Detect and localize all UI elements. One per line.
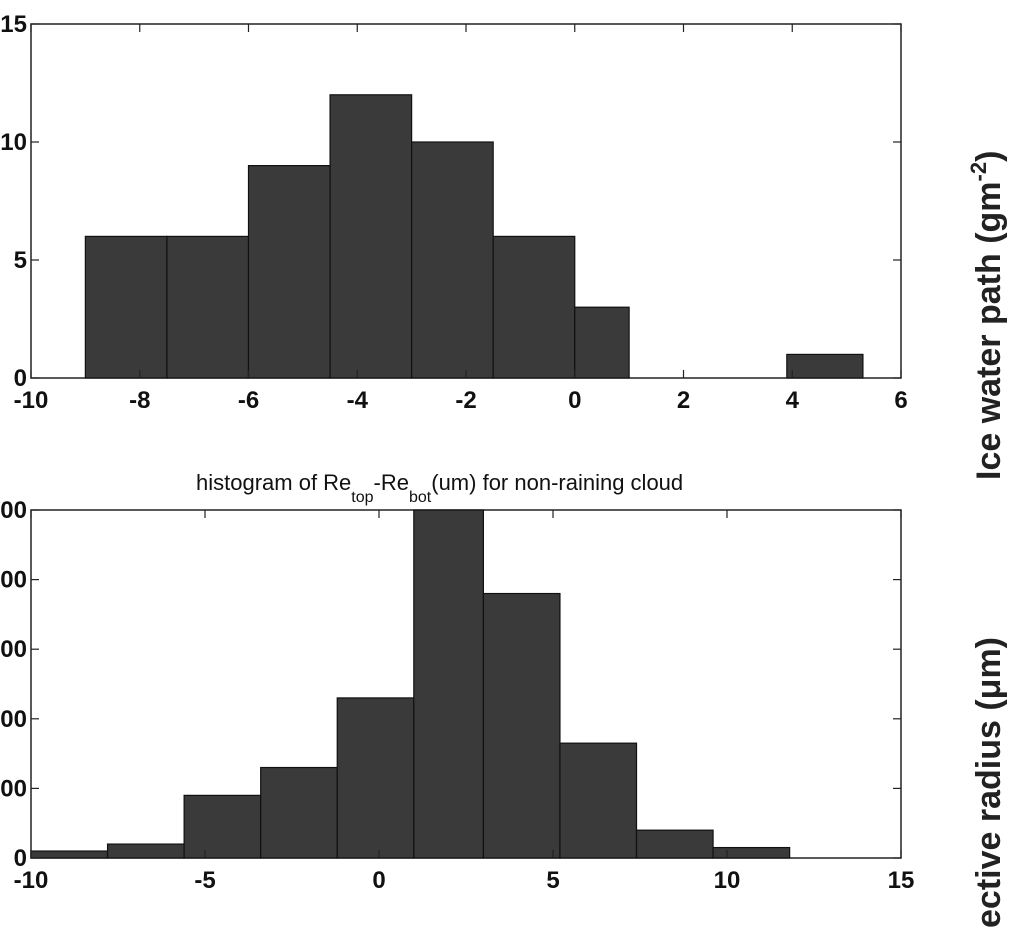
x-tick-label: -6: [238, 387, 259, 414]
x-tick-label: -10: [14, 867, 49, 894]
x-tick-label: 2: [677, 387, 690, 414]
histogram-bar: [247, 165, 331, 379]
histogram-bar: [183, 794, 262, 859]
histogram-bar: [106, 843, 185, 859]
x-tick-label: 5: [546, 867, 559, 894]
y-tick-label: 00: [0, 775, 27, 802]
histogram-bar: [336, 697, 415, 859]
side-label-effective-radius: ective radius (μm): [970, 637, 1008, 928]
histogram-bar: [329, 94, 413, 379]
histogram-bar: [411, 141, 494, 379]
histogram-bar: [712, 846, 791, 859]
y-tick-label: 0: [14, 365, 27, 392]
histogram-bar: [635, 829, 714, 859]
y-tick-label: 10: [0, 129, 27, 156]
x-tick-label: 0: [372, 867, 385, 894]
x-tick-label: -2: [455, 387, 476, 414]
histogram-bar: [260, 766, 338, 859]
histogram-bar: [84, 235, 168, 379]
y-tick-label: 0: [14, 845, 27, 872]
y-tick-label: 00: [0, 706, 27, 733]
x-tick-label: -10: [14, 387, 49, 414]
histogram-bar: [574, 306, 630, 379]
histogram-bar: [492, 235, 576, 379]
y-tick-label: 00: [0, 636, 27, 663]
histogram-bar: [559, 742, 638, 859]
bottom-histogram: histogram of Retop-Rebot(um) for non-rai…: [0, 470, 914, 894]
x-tick-label: 15: [888, 867, 915, 894]
x-tick-label: 0: [568, 387, 581, 414]
histogram-bar: [30, 850, 109, 859]
histogram-bar: [786, 353, 864, 379]
y-tick-label: 15: [0, 11, 27, 38]
x-tick-label: -8: [129, 387, 150, 414]
y-tick-label: 5: [14, 247, 27, 274]
x-tick-label: 4: [786, 387, 800, 414]
x-tick-label: -4: [347, 387, 369, 414]
side-label-ice-water-path: Ice water path (gm-2): [966, 151, 1008, 480]
y-tick-label: 00: [0, 567, 27, 594]
top-histogram: -10 -8 -6 -4 -2 0 2 4 6 0 5 10 15: [0, 11, 907, 414]
histogram-bar: [166, 235, 250, 379]
x-tick-label: 6: [894, 387, 907, 414]
histogram-bar: [413, 509, 484, 859]
x-tick-label: 10: [714, 867, 741, 894]
bottom-plot-title: histogram of Retop-Rebot(um) for non-rai…: [196, 470, 683, 506]
x-tick-label: -5: [194, 867, 215, 894]
y-tick-label: 00: [0, 497, 27, 524]
histogram-bar: [482, 592, 561, 859]
